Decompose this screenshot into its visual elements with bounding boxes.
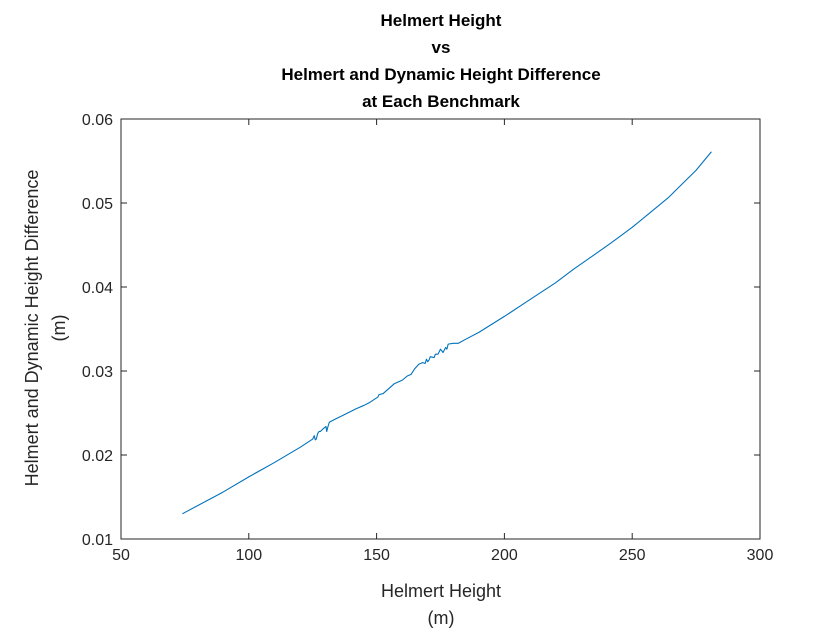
x-tick-label: 250 (619, 547, 646, 564)
chart-title: Helmert Height vs Helmert and Dynamic He… (281, 11, 600, 111)
y-axis-label-line-1: Helmert and Dynamic Height Difference (22, 170, 42, 487)
y-tick-label: 0.01 (82, 532, 113, 549)
x-axis-ticks (120, 119, 761, 539)
y-tick-label: 0.06 (82, 112, 113, 129)
title-line-2: vs (432, 38, 451, 57)
y-axis-ticks (121, 118, 760, 540)
title-line-1: Helmert Height (381, 11, 502, 30)
plot-area-box (120, 118, 761, 540)
y-axis-tick-labels: 0.01 0.02 0.03 0.04 0.05 0.06 (82, 112, 113, 549)
x-axis-tick-labels: 50 100 150 200 250 300 (112, 547, 773, 564)
x-axis-label: Helmert Height (m) (381, 581, 501, 628)
x-tick-label: 300 (747, 547, 774, 564)
x-tick-label: 100 (235, 547, 262, 564)
x-tick-label: 150 (363, 547, 390, 564)
y-tick-label: 0.05 (82, 196, 113, 213)
y-tick-label: 0.04 (82, 280, 113, 297)
y-axis-label: Helmert and Dynamic Height Difference (m… (22, 170, 69, 487)
x-tick-label: 200 (491, 547, 518, 564)
y-tick-label: 0.02 (82, 448, 113, 465)
title-line-4: at Each Benchmark (362, 92, 520, 111)
x-tick-label: 50 (112, 547, 130, 564)
title-line-3: Helmert and Dynamic Height Difference (281, 65, 600, 84)
x-axis-label-line-2: (m) (428, 608, 455, 628)
x-axis-label-line-1: Helmert Height (381, 581, 501, 601)
series-line (182, 151, 712, 515)
y-tick-label: 0.03 (82, 364, 113, 381)
y-axis-label-line-2: (m) (49, 315, 69, 342)
